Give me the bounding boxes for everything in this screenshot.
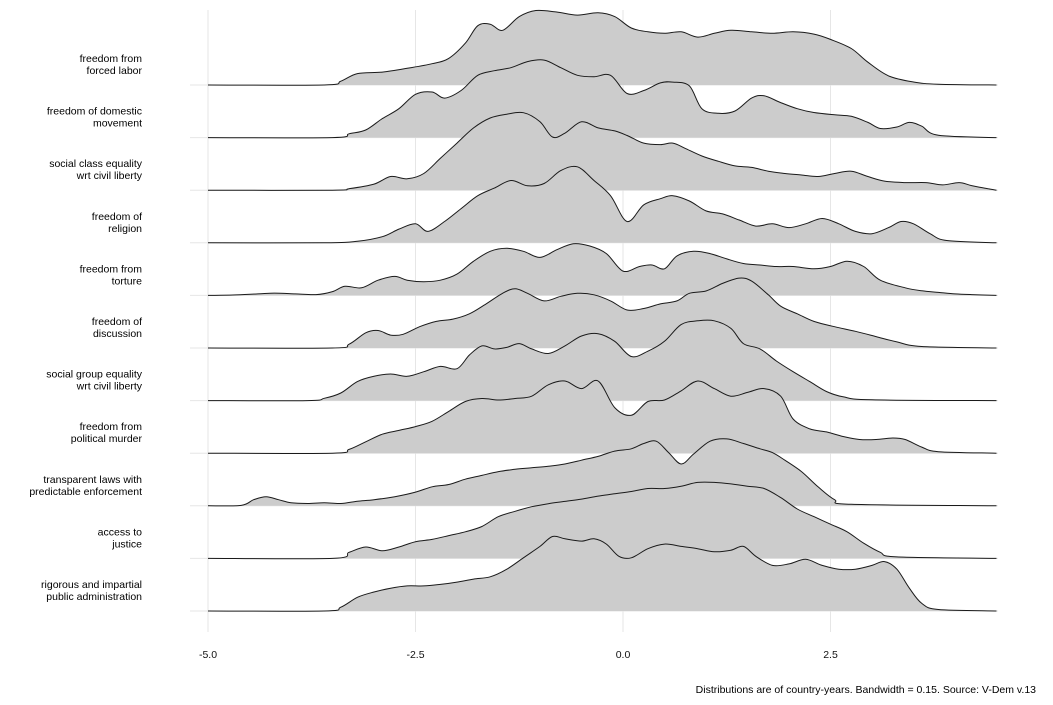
- x-axis-tick-labels: -5.0 -2.5 0.0 2.5: [199, 649, 838, 661]
- category-label-4: freedom from torture: [80, 263, 143, 287]
- category-label-6: social group equality wrt civil liberty: [46, 369, 142, 393]
- ridge-fill-7: [208, 380, 997, 454]
- category-label-10: rigorous and impartial public administrat…: [41, 579, 142, 603]
- category-label-1: freedom of domestic movement: [47, 106, 142, 130]
- ridge-line-6: [207, 319, 997, 402]
- ridge-line-4: [207, 243, 997, 296]
- x-tick-label-0: -5.0: [199, 649, 217, 661]
- category-label-8: transparent laws with predictable enforce…: [29, 474, 142, 498]
- category-label-5: freedom of discussion: [92, 316, 142, 340]
- ridge-line-3: [207, 165, 997, 244]
- ridge-line-10: [207, 535, 997, 612]
- ridge-fill-2: [208, 112, 997, 191]
- x-tick-label-2: 0.0: [616, 649, 631, 661]
- ridge-fill-8: [208, 438, 997, 506]
- category-label-2: social class equality wrt civil liberty: [49, 158, 143, 182]
- ridge-line-5: [207, 277, 997, 349]
- category-label-7: freedom from political murder: [71, 421, 143, 445]
- ridges: [207, 9, 997, 612]
- ridge-line-9: [207, 481, 997, 560]
- x-tick-label-1: -2.5: [406, 649, 424, 661]
- ridge-fill-3: [208, 166, 997, 243]
- x-tick-label-3: 2.5: [823, 649, 838, 661]
- ridge-line-7: [207, 379, 997, 454]
- ridge-line-8: [207, 438, 997, 507]
- category-label-3: freedom of religion: [92, 211, 142, 235]
- category-label-0: freedom from forced labor: [80, 53, 143, 77]
- ridge-line-1: [207, 59, 997, 139]
- ridge-fill-5: [208, 277, 997, 349]
- ridge-line-2: [207, 111, 997, 191]
- ridge-fill-0: [208, 10, 997, 86]
- ridge-fill-6: [208, 320, 997, 401]
- category-labels: freedom from forced labor freedom of domes…: [29, 53, 142, 603]
- ridge-fill-1: [208, 59, 997, 138]
- ridge-fill-9: [208, 482, 997, 559]
- ridge-fill-10: [208, 536, 997, 612]
- caption: Distributions are of country-years. Band…: [696, 684, 1037, 696]
- category-label-9: access to justice: [98, 526, 143, 550]
- ridge-fill-4: [208, 243, 997, 296]
- ridge-line-0: [207, 9, 997, 86]
